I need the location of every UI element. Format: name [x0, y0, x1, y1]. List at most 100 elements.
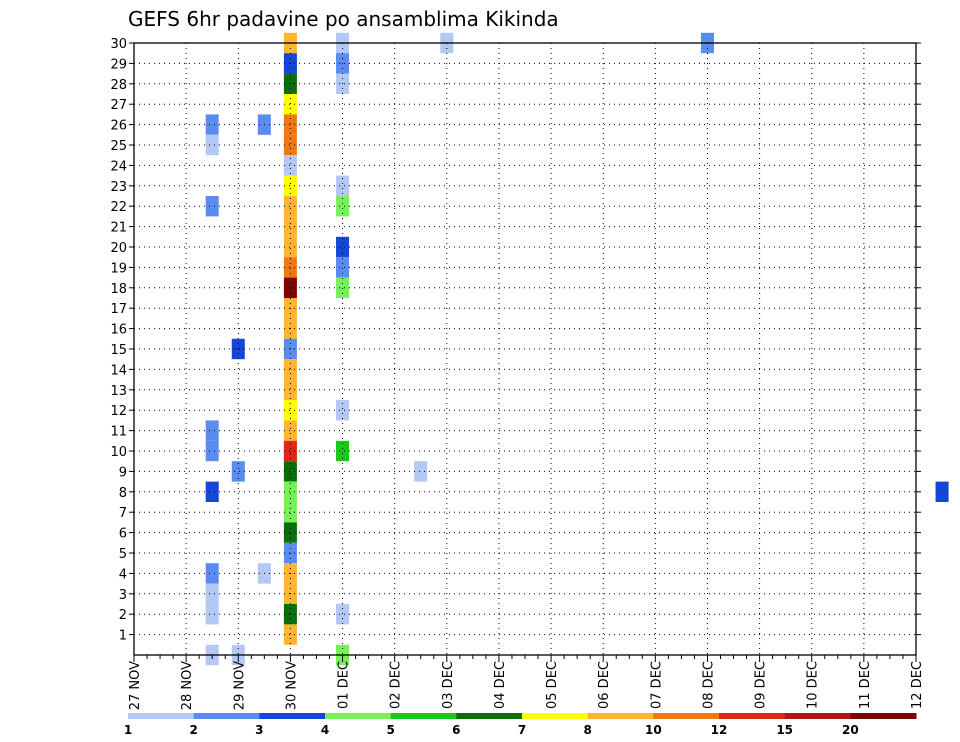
x-tick-label: 04 DEC: [493, 661, 508, 709]
legend-label: 10: [645, 723, 662, 737]
heatmap-cell: [283, 277, 297, 298]
legend-swatch: [850, 713, 917, 719]
heatmap-cell: [336, 175, 350, 196]
heatmap-cell: [205, 114, 219, 135]
y-tick-label: 6: [119, 527, 127, 542]
x-tick-label: 03 DEC: [441, 661, 456, 709]
x-tick-label: 30 NOV: [284, 661, 299, 710]
y-tick-label: 15: [110, 343, 127, 358]
y-tick-label: 19: [110, 261, 127, 276]
y-tick-label: 17: [110, 302, 127, 317]
y-tick-label: 8: [119, 486, 127, 501]
grid-lines: [134, 43, 916, 655]
heatmap-cell: [336, 440, 350, 462]
x-tick-label: 27 NOV: [128, 661, 143, 710]
y-tick-label: 26: [110, 119, 127, 134]
heatmap-cell: [283, 359, 297, 380]
heatmap-cell: [283, 216, 297, 237]
y-tick-label: 12: [110, 404, 127, 419]
legend-swatch: [325, 713, 392, 719]
heatmap-cell: [283, 440, 297, 462]
y-tick-label: 2: [119, 608, 127, 623]
chart-title: GEFS 6hr padavine po ansamblima Kikinda: [128, 7, 559, 31]
heatmap-cell: [205, 134, 219, 156]
y-tick-label: 22: [110, 200, 127, 215]
y-tick-label: 27: [110, 98, 127, 113]
legend-label: 7: [518, 723, 526, 737]
heatmap-cell: [283, 257, 297, 278]
heatmap-cell: [283, 236, 297, 258]
y-tick-label: 7: [119, 506, 127, 521]
heatmap-cell: [205, 481, 219, 502]
heatmap-cell: [414, 461, 428, 482]
y-tick-label: 9: [119, 465, 127, 480]
legend-label: 5: [386, 723, 394, 737]
legend-swatch: [587, 713, 654, 719]
heatmap-cell: [283, 94, 297, 115]
x-tick-label: 06 DEC: [597, 661, 612, 709]
y-tick-label: 5: [119, 547, 127, 562]
heatmap-cell: [231, 461, 245, 482]
legend-label: 15: [776, 723, 793, 737]
y-tick-label: 1: [119, 629, 127, 644]
legend-swatch: [456, 713, 523, 719]
x-tick-label: 10 DEC: [806, 661, 821, 709]
heatmap-cell: [336, 400, 350, 421]
x-axis: 27 NOV 28 NOV 29 NOV 30 NOV 01 DEC 02 DEC 03 D…: [128, 655, 925, 710]
heatmap-cells: [205, 32, 949, 666]
heatmap-cell: [336, 196, 350, 217]
y-tick-label: 29: [110, 57, 127, 72]
x-tick-label: 02 DEC: [389, 661, 404, 709]
y-tick-label: 11: [110, 425, 127, 440]
y-tick-label: 4: [119, 567, 127, 582]
y-tick-label: 16: [110, 323, 127, 338]
y-tick-label: 14: [110, 363, 127, 378]
heatmap-cell: [283, 134, 297, 156]
heatmap-cell: [283, 481, 297, 502]
legend-label: 8: [583, 723, 591, 737]
y-tick-label: 30: [110, 37, 127, 52]
heatmap-cell: [336, 604, 350, 625]
x-tick-label: 28 NOV: [180, 661, 195, 710]
x-tick-label: 29 NOV: [232, 661, 247, 710]
x-tick-label: 08 DEC: [701, 661, 716, 709]
y-tick-label: 13: [110, 384, 127, 399]
heatmap-cell: [283, 461, 297, 482]
legend-swatch: [390, 713, 457, 719]
y-tick-label: 24: [110, 159, 127, 174]
x-tick-label: 11 DEC: [858, 661, 873, 709]
heatmap-cell: [283, 400, 297, 421]
heatmap-cell: [336, 277, 350, 298]
legend-label: 20: [842, 723, 859, 737]
y-tick-label: 21: [110, 221, 127, 236]
heatmap-cell: [935, 481, 949, 502]
legend-label: 4: [321, 723, 329, 737]
heatmap-cell: [336, 257, 350, 278]
legend-swatch: [522, 713, 589, 719]
legend-swatch: [259, 713, 326, 719]
x-tick-label: 05 DEC: [545, 661, 560, 709]
heatmap-cell: [283, 502, 297, 523]
color-legend: 1 2 3 4 5 6 7 8 10 12 15 20: [124, 713, 917, 737]
x-tick-label: 09 DEC: [754, 661, 769, 709]
heatmap-cell: [205, 196, 219, 217]
y-axis: 1234567891011121314151617181920212223242…: [110, 37, 921, 644]
x-tick-label: 07 DEC: [649, 661, 664, 709]
heatmap-cell: [205, 420, 219, 441]
legend-swatch: [719, 713, 786, 719]
x-tick-label: 12 DEC: [910, 661, 925, 709]
y-tick-label: 23: [110, 180, 127, 195]
y-tick-label: 20: [110, 241, 127, 256]
y-tick-label: 3: [119, 588, 127, 603]
y-tick-label: 25: [110, 139, 127, 154]
heatmap-cell: [205, 563, 219, 584]
x-tick-label: 01 DEC: [337, 661, 352, 709]
y-tick-label: 10: [110, 445, 127, 460]
heatmap-cell: [283, 175, 297, 196]
heatmap-cell: [205, 604, 219, 625]
heatmap-cell: [283, 604, 297, 625]
legend-swatch: [784, 713, 851, 719]
heatmap-cell: [283, 522, 297, 543]
heatmap-cell: [283, 624, 297, 645]
legend-swatch: [193, 713, 260, 719]
